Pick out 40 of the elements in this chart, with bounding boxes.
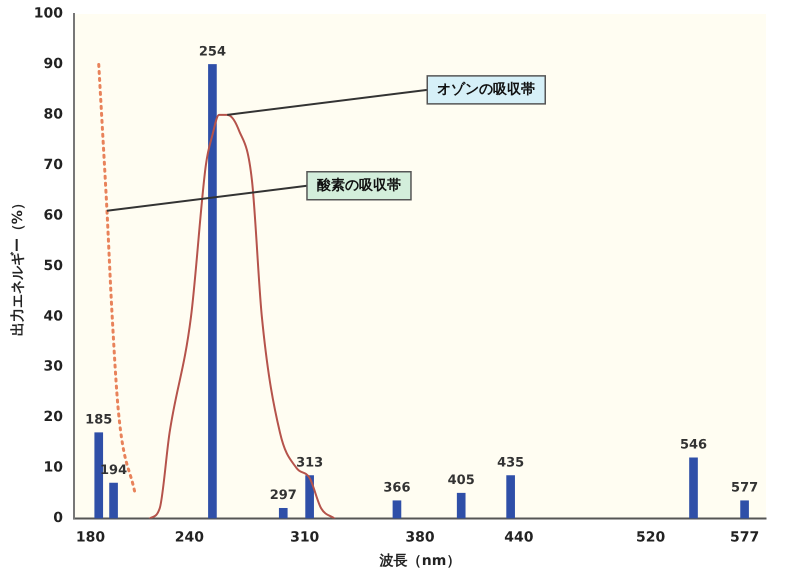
bar [456, 492, 466, 518]
y-tick-label: 80 [44, 106, 64, 123]
bar [506, 475, 515, 518]
y-tick-label: 90 [44, 56, 64, 72]
annotation: 酸素の吸収帯 [316, 177, 401, 194]
y-tick-label: 20 [44, 409, 64, 426]
x-tick-label: 440 [504, 529, 534, 546]
annotation: 313 [296, 455, 324, 470]
x-tick-label: 310 [290, 529, 320, 546]
annotation: 185 [85, 412, 112, 428]
y-tick-label: 10 [44, 460, 64, 476]
y-tick-label: 60 [44, 207, 64, 224]
bar [392, 500, 402, 518]
y-tick-label: 0 [53, 510, 64, 526]
x-tick-label: 520 [636, 529, 666, 546]
x-tick-label: 380 [405, 529, 435, 546]
annotation: 297 [270, 488, 297, 504]
y-tick-label: 100 [34, 6, 64, 22]
annotation: 435 [497, 455, 524, 470]
x-axis-title: 波長（nm） [378, 553, 460, 570]
bar [208, 64, 217, 518]
x-tick-label: 180 [76, 529, 106, 546]
bar [278, 508, 288, 518]
annotation: 405 [448, 473, 475, 488]
annotation: 254 [198, 44, 226, 60]
annotation: 366 [383, 480, 411, 496]
y-tick-label: 30 [44, 358, 64, 375]
x-tick-label: 240 [174, 529, 204, 546]
bar [94, 432, 104, 518]
y-tick-label: 70 [44, 156, 64, 173]
bar [689, 458, 698, 518]
annotation: 546 [680, 438, 708, 453]
bar [109, 482, 118, 518]
bar [740, 500, 749, 518]
annotation: オゾンの吸収帯 [437, 82, 536, 98]
annotation: 577 [731, 480, 758, 496]
y-tick-label: 40 [44, 308, 64, 324]
y-tick-label: 50 [44, 258, 64, 274]
x-tick-label: 577 [730, 529, 760, 546]
y-axis-title: 出力エネルギー（%） [10, 196, 26, 336]
